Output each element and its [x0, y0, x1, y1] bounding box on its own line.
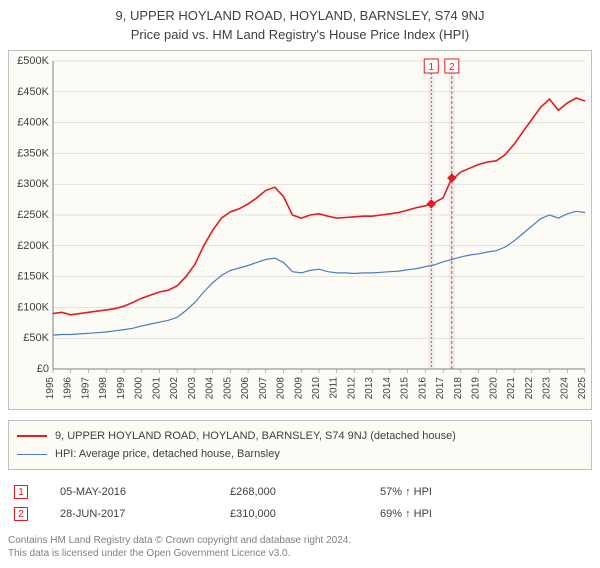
- svg-text:£350K: £350K: [17, 147, 49, 159]
- sale-date: 05-MAY-2016: [56, 482, 224, 502]
- sale-marker-icon: 2: [14, 507, 28, 521]
- svg-text:1999: 1999: [116, 377, 127, 400]
- svg-text:2005: 2005: [222, 377, 233, 400]
- license-line-2: This data is licensed under the Open Gov…: [8, 547, 592, 560]
- legend-swatch: [17, 435, 47, 437]
- svg-text:2: 2: [449, 62, 455, 73]
- svg-text:£100K: £100K: [17, 301, 49, 313]
- license-line-1: Contains HM Land Registry data © Crown c…: [8, 534, 592, 547]
- sales-row: 2 28-JUN-2017£310,00069% ↑ HPI: [10, 504, 590, 524]
- svg-text:2011: 2011: [329, 377, 340, 399]
- svg-text:£300K: £300K: [17, 178, 49, 190]
- svg-text:2016: 2016: [417, 377, 428, 400]
- svg-text:2025: 2025: [577, 377, 588, 400]
- svg-text:1995: 1995: [45, 377, 56, 400]
- svg-text:2014: 2014: [382, 377, 393, 400]
- sales-table: 1 05-MAY-2016£268,00057% ↑ HPI 2 28-JUN-201…: [8, 480, 592, 526]
- svg-text:2008: 2008: [276, 377, 287, 400]
- svg-text:1998: 1998: [98, 377, 109, 400]
- svg-text:2018: 2018: [453, 377, 464, 400]
- svg-text:£450K: £450K: [17, 86, 49, 98]
- svg-text:£0: £0: [37, 363, 49, 375]
- svg-text:£150K: £150K: [17, 271, 49, 283]
- svg-text:2023: 2023: [542, 377, 553, 400]
- svg-text:2001: 2001: [151, 377, 162, 400]
- title-line-1: 9, UPPER HOYLAND ROAD, HOYLAND, BARNSLEY…: [8, 8, 592, 23]
- legend-item: HPI: Average price, detached house, Barn…: [17, 445, 583, 463]
- sale-date: 28-JUN-2017: [56, 504, 224, 524]
- svg-text:2017: 2017: [435, 377, 446, 400]
- sale-marker-icon: 1: [14, 485, 28, 499]
- svg-text:2024: 2024: [559, 377, 570, 400]
- svg-text:£200K: £200K: [17, 240, 49, 252]
- svg-text:1996: 1996: [63, 377, 74, 400]
- svg-text:2013: 2013: [364, 377, 375, 400]
- sale-price: £310,000: [226, 504, 374, 524]
- svg-text:2019: 2019: [471, 377, 482, 400]
- svg-text:2009: 2009: [293, 377, 304, 400]
- svg-text:2015: 2015: [400, 377, 411, 400]
- svg-text:£400K: £400K: [17, 117, 49, 129]
- svg-text:2012: 2012: [346, 377, 357, 400]
- svg-text:2007: 2007: [258, 377, 269, 400]
- legend-label: 9, UPPER HOYLAND ROAD, HOYLAND, BARNSLEY…: [55, 430, 456, 442]
- svg-text:£50K: £50K: [23, 332, 49, 344]
- svg-text:2021: 2021: [506, 377, 517, 400]
- legend-item: 9, UPPER HOYLAND ROAD, HOYLAND, BARNSLEY…: [17, 427, 583, 445]
- svg-text:2020: 2020: [488, 377, 499, 400]
- svg-text:1: 1: [428, 62, 434, 73]
- license-text: Contains HM Land Registry data © Crown c…: [8, 534, 592, 560]
- svg-text:2002: 2002: [169, 377, 180, 400]
- sale-hpi-pct: 69% ↑ HPI: [376, 504, 590, 524]
- svg-text:£250K: £250K: [17, 209, 49, 221]
- svg-text:1997: 1997: [80, 377, 91, 400]
- sale-price: £268,000: [226, 482, 374, 502]
- svg-text:£500K: £500K: [17, 55, 49, 67]
- svg-text:2003: 2003: [187, 377, 198, 400]
- svg-text:2004: 2004: [205, 377, 216, 400]
- svg-text:2010: 2010: [311, 377, 322, 400]
- price-chart: £0 £50K £100K £150K £200K £250K £300K £350K £400…: [8, 50, 592, 410]
- title-line-2: Price paid vs. HM Land Registry's House …: [8, 27, 592, 42]
- svg-text:2022: 2022: [524, 377, 535, 400]
- svg-text:2000: 2000: [134, 377, 145, 400]
- sales-row: 1 05-MAY-2016£268,00057% ↑ HPI: [10, 482, 590, 502]
- svg-text:2006: 2006: [240, 377, 251, 400]
- sale-hpi-pct: 57% ↑ HPI: [376, 482, 590, 502]
- legend: 9, UPPER HOYLAND ROAD, HOYLAND, BARNSLEY…: [8, 420, 592, 470]
- legend-label: HPI: Average price, detached house, Barn…: [55, 448, 280, 460]
- legend-swatch: [17, 454, 47, 455]
